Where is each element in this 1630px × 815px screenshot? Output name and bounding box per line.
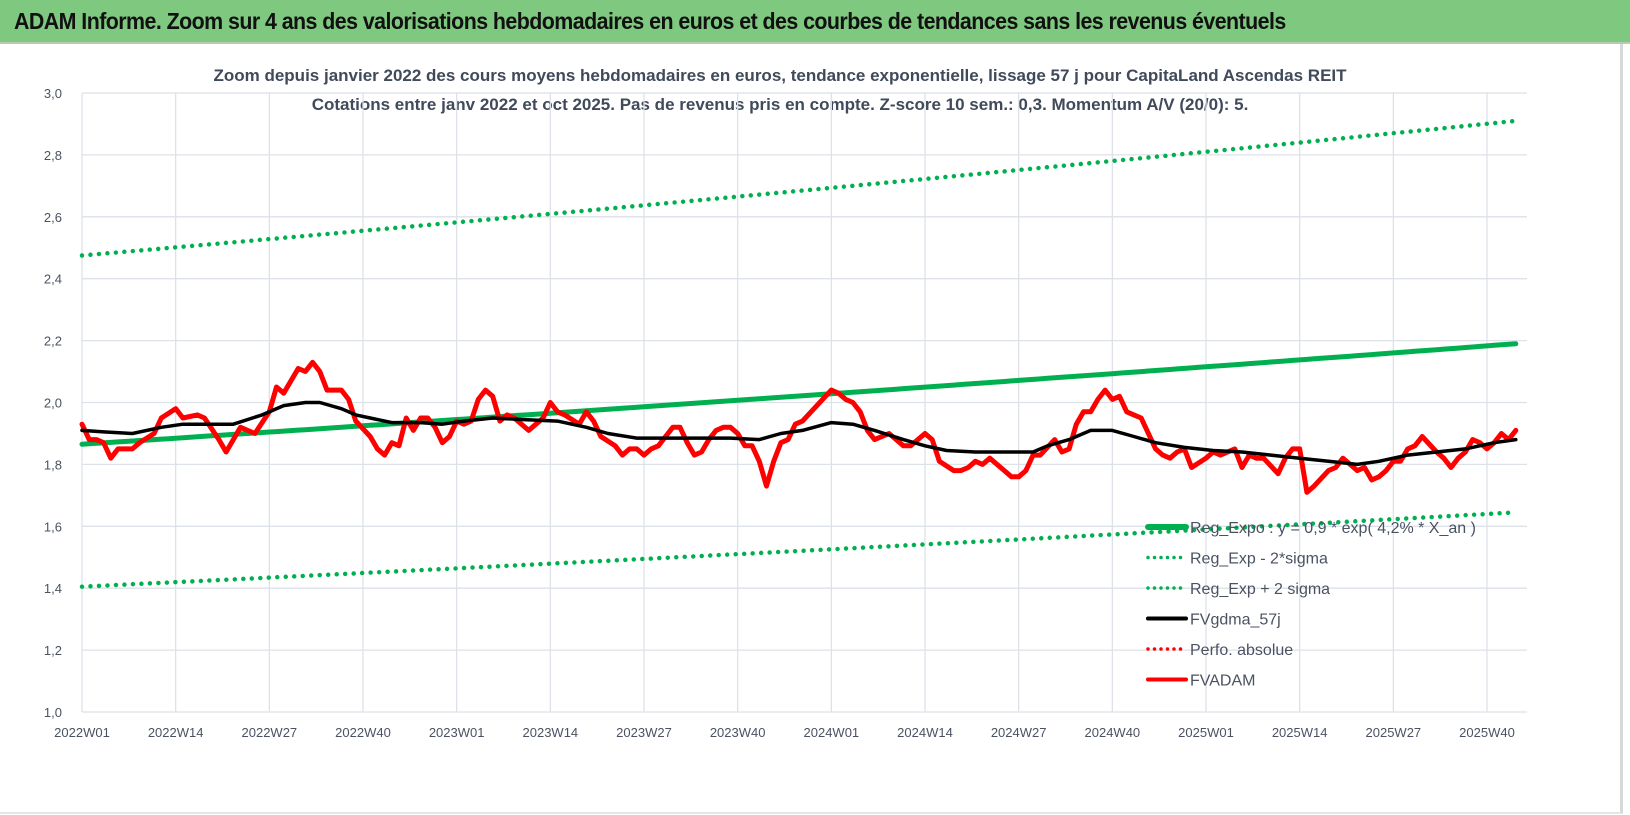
series-line-5 (79, 359, 1519, 495)
x-tick-label: 2024W27 (991, 725, 1047, 740)
y-tick-label: 1,4 (44, 581, 62, 596)
x-tick-label: 2024W01 (804, 725, 860, 740)
y-tick-label: 2,8 (44, 148, 62, 163)
series-layer (79, 118, 1519, 589)
x-tick-label: 2023W27 (616, 725, 672, 740)
series-line-3 (80, 400, 1518, 467)
series-line-2 (79, 118, 1519, 258)
x-tick-label: 2024W14 (897, 725, 953, 740)
chart-frame (0, 44, 1623, 814)
series-line-0 (79, 341, 1519, 447)
x-tick-label: 2025W27 (1366, 725, 1422, 740)
y-axis: 1,0 1,2 1,4 1,6 1,8 2,0 2,2 2,4 2,6 2,8 3,0 (44, 86, 62, 720)
report-title: ADAM Informe. Zoom sur 4 ans des valoris… (14, 8, 1286, 34)
y-tick-label: 3,0 (44, 86, 62, 101)
legend-label: Reg_Expo : y = 0,9 * exp( 4,2% * X_an ) (1190, 520, 1476, 537)
legend: Reg_Expo : y = 0,9 * exp( 4,2% * X_an ) R… (1145, 520, 1476, 690)
legend-label: Reg_Exp - 2*sigma (1190, 551, 1328, 568)
x-tick-label: 2023W14 (523, 725, 579, 740)
x-tick-label: 2023W40 (710, 725, 766, 740)
x-tick-label: 2022W40 (335, 725, 391, 740)
y-tick-label: 2,4 (44, 272, 62, 287)
x-tick-label: 2022W01 (54, 725, 110, 740)
x-tick-label: 2023W01 (429, 725, 485, 740)
legend-label: Perfo. absolue (1190, 642, 1293, 659)
y-tick-label: 2,6 (44, 210, 62, 225)
grid (81, 92, 1527, 713)
y-tick-label: 2,2 (44, 334, 62, 349)
x-tick-label: 2024W40 (1085, 725, 1141, 740)
x-tick-label: 2022W14 (148, 725, 204, 740)
chart-subtitle: Cotations entre janv 2022 et oct 2025. P… (312, 95, 1249, 114)
y-tick-label: 1,6 (44, 519, 62, 534)
y-tick-label: 1,0 (44, 705, 62, 720)
x-tick-label: 2025W14 (1272, 725, 1328, 740)
x-tick-label: 2025W40 (1459, 725, 1515, 740)
legend-label: Reg_Exp + 2 sigma (1190, 581, 1330, 598)
y-tick-label: 2,0 (44, 396, 62, 411)
x-tick-label: 2025W01 (1178, 725, 1234, 740)
chart-title: Zoom depuis janvier 2022 des cours moyen… (213, 66, 1347, 85)
report-header: ADAM Informe. Zoom sur 4 ans des valoris… (0, 0, 1630, 44)
legend-label: FVgdma_57j (1190, 612, 1281, 629)
y-tick-label: 1,8 (44, 457, 62, 472)
x-axis: 2022W01 2022W14 2022W27 2022W40 2023W01 2023W… (54, 725, 1515, 740)
y-tick-label: 1,2 (44, 643, 62, 658)
x-tick-label: 2022W27 (242, 725, 298, 740)
legend-label: FVADAM (1190, 673, 1255, 690)
series-line-1 (79, 510, 1519, 589)
